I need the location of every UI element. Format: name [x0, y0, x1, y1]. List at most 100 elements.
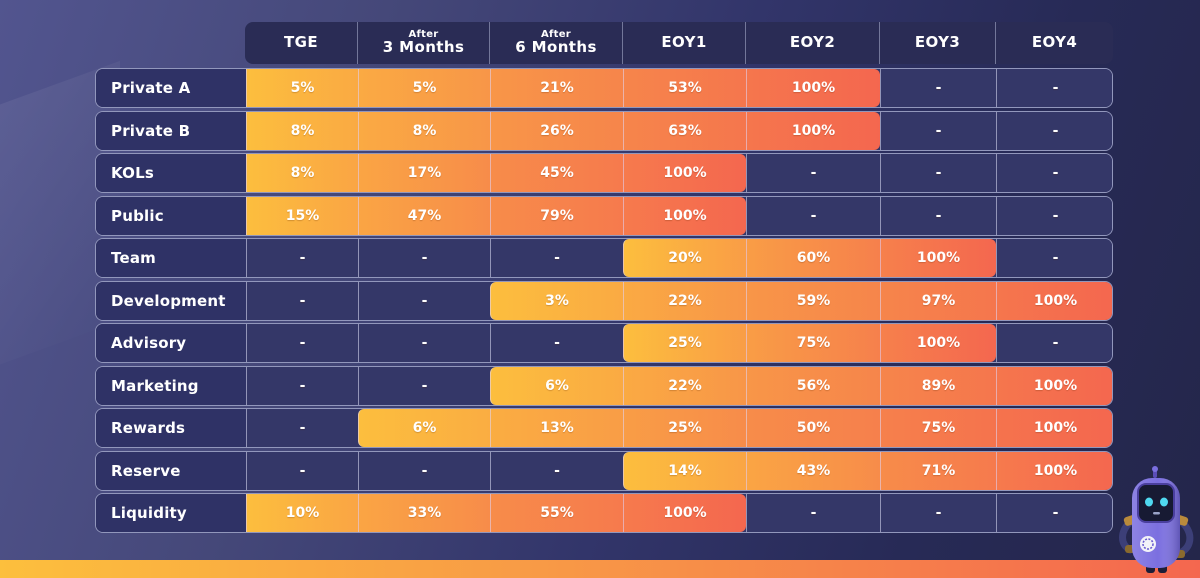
unlock-value-cell: 45% — [490, 154, 623, 192]
cell-value: 47% — [407, 207, 442, 224]
unlock-value-cell: 100% — [880, 239, 996, 277]
cell-value: - — [935, 80, 942, 96]
empty-value-cell: - — [246, 409, 358, 447]
cell-value: - — [810, 207, 817, 224]
cell-value: 100% — [791, 80, 836, 96]
cell-value: - — [299, 335, 306, 351]
row-label: Liquidity — [96, 494, 246, 532]
cell-value: 50% — [796, 420, 831, 436]
row-label: KOLs — [96, 154, 246, 192]
table-row: Marketing - - 6% 22% 56% 89% 100% — [95, 365, 1113, 406]
cell-value: 59% — [796, 292, 831, 309]
table-row: Reserve - - - 14% 43% 71% 100% — [95, 450, 1113, 491]
cell-value: - — [421, 250, 428, 266]
cell-value: - — [421, 335, 428, 351]
column-header: EOY4 — [995, 22, 1113, 64]
unlock-value-cell: 100% — [880, 324, 996, 362]
column-header-prefix: After — [408, 28, 439, 40]
unlock-value-cell: 8% — [358, 111, 490, 150]
table-row: Advisory - - - 25% 75% 100% - — [95, 323, 1113, 363]
unlock-value-cell: 17% — [358, 154, 490, 192]
unlock-value-cell: 33% — [358, 494, 490, 532]
unlock-value-cell: 15% — [246, 196, 358, 235]
row-label: Rewards — [96, 409, 246, 447]
cell-value: - — [421, 292, 428, 309]
table-row: Public 15% 47% 79% 100% - - - — [95, 195, 1113, 236]
row-label: Public — [96, 196, 246, 235]
table-row: Private A 5% 5% 21% 53% 100% - - — [95, 68, 1113, 108]
unlock-value-cell: 97% — [880, 281, 996, 320]
unlock-value-cell: 50% — [746, 409, 880, 447]
empty-value-cell: - — [996, 111, 1112, 150]
cell-value: 63% — [668, 122, 702, 139]
cell-value: 6% — [545, 377, 569, 394]
unlock-value-cell: 100% — [623, 154, 746, 192]
column-header: EOY1 — [622, 22, 745, 64]
empty-value-cell: - — [358, 324, 490, 362]
cell-value: 100% — [916, 250, 961, 266]
cell-value: - — [1052, 335, 1059, 351]
column-header: EOY2 — [745, 22, 879, 64]
unlock-value-cell: 60% — [746, 239, 880, 277]
cell-value: - — [299, 377, 306, 394]
cell-value: 10% — [285, 505, 320, 521]
cell-value: 45% — [540, 165, 574, 181]
unlock-value-cell: 53% — [623, 69, 746, 107]
cell-value: 17% — [407, 165, 442, 181]
unlock-value-cell: 25% — [623, 324, 746, 362]
empty-value-cell: - — [746, 154, 880, 192]
unlock-value-cell: 100% — [996, 409, 1112, 447]
unlock-value-cell: 8% — [246, 154, 358, 192]
cell-value: - — [1052, 505, 1059, 521]
empty-value-cell: - — [996, 154, 1112, 192]
column-header: TGE — [245, 22, 357, 64]
unlock-value-cell: 13% — [490, 409, 623, 447]
cell-value: 15% — [285, 207, 320, 224]
cell-value: - — [299, 292, 306, 309]
cell-value: - — [421, 377, 428, 394]
cell-value: - — [1052, 207, 1059, 224]
row-label: Advisory — [96, 324, 246, 362]
empty-value-cell: - — [996, 69, 1112, 107]
cell-value: - — [935, 165, 942, 181]
cell-value: 100% — [1033, 420, 1078, 436]
unlock-value-cell: 63% — [623, 111, 746, 150]
column-header-label: EOY2 — [789, 33, 836, 52]
unlock-value-cell: 5% — [246, 69, 358, 107]
cell-value: 13% — [540, 420, 574, 436]
empty-value-cell: - — [246, 324, 358, 362]
cell-value: 6% — [412, 420, 437, 436]
cell-value: 60% — [796, 250, 831, 266]
empty-value-cell: - — [996, 196, 1112, 235]
cell-value: 100% — [663, 165, 707, 181]
empty-value-cell: - — [996, 324, 1112, 362]
cell-value: 97% — [921, 292, 956, 309]
cell-value: - — [421, 462, 428, 479]
unlock-value-cell: 5% — [358, 69, 490, 107]
cell-value: 75% — [796, 335, 831, 351]
cell-value: 100% — [916, 335, 961, 351]
row-label: Private B — [96, 111, 246, 150]
cell-value: 100% — [1033, 292, 1078, 309]
unlock-value-cell: 100% — [996, 281, 1112, 320]
table-header: TGE After 3 Months After 6 Months EOY1 EOY2 EOY… — [245, 22, 1113, 64]
cell-value: 100% — [1033, 462, 1078, 479]
cell-value: - — [810, 505, 817, 521]
unlock-table-body: Private A 5% 5% 21% 53% 100% - - Private B 8% 8% 26… — [95, 68, 1113, 533]
empty-value-cell: - — [746, 196, 880, 235]
table-row: Private B 8% 8% 26% 63% 100% - - — [95, 110, 1113, 151]
column-header-label: 3 Months — [382, 38, 465, 57]
unlock-value-cell: 20% — [623, 239, 746, 277]
column-header: After 6 Months — [489, 22, 622, 64]
unlock-value-cell: 3% — [490, 281, 623, 320]
cell-value: 100% — [791, 122, 836, 139]
unlock-value-cell: 100% — [746, 69, 880, 107]
cell-value: 75% — [921, 420, 956, 436]
unlock-value-cell: 75% — [880, 409, 996, 447]
empty-value-cell: - — [880, 494, 996, 532]
column-header-label: EOY4 — [1031, 33, 1078, 52]
empty-value-cell: - — [246, 366, 358, 405]
empty-value-cell: - — [996, 239, 1112, 277]
empty-value-cell: - — [490, 239, 623, 277]
cell-value: 79% — [540, 207, 574, 224]
